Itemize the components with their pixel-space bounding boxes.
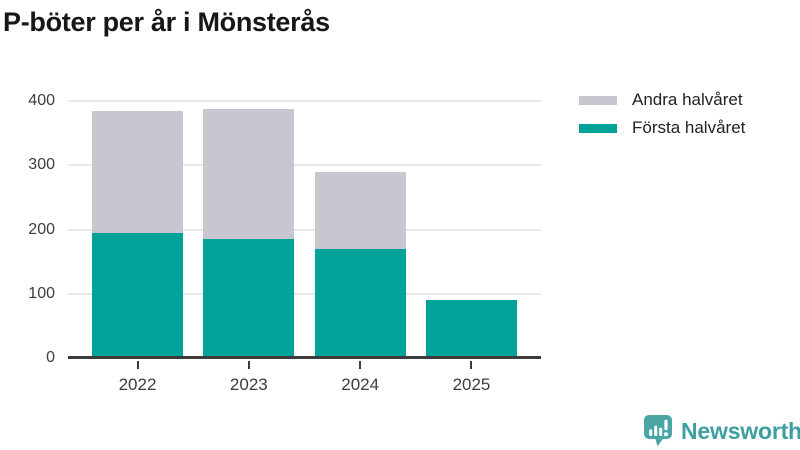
legend-label: Första halvåret	[632, 118, 746, 137]
bar-segment-första-halvåret-2024	[314, 248, 406, 358]
legend-label: Andra halvåret	[632, 90, 743, 109]
legend-item-andra-halvåret: Andra halvåret	[579, 86, 745, 114]
bar-segment-första-halvåret-2023	[203, 239, 295, 358]
y-tick-label-100: 100	[28, 284, 55, 302]
y-tick-label-0: 0	[46, 349, 55, 366]
bar-segment-andra-halvåret-2022	[92, 110, 183, 233]
x-tick-label-2022: 2022	[118, 375, 157, 394]
x-tick-label-2024: 2024	[341, 375, 380, 394]
y-tick-label-400: 400	[28, 92, 55, 109]
bar-columns: 2022 2023 2024 2025	[68, 101, 541, 394]
bar-group-2023: 2023	[203, 101, 295, 394]
bar-segment-första-halvåret-2022	[92, 232, 183, 358]
gridline-200	[68, 228, 541, 231]
newsworthy-wordmark: Newsworthy	[681, 417, 800, 444]
x-tick-2023	[247, 361, 250, 369]
y-tick-label-300: 300	[28, 156, 55, 174]
legend-swatch	[579, 95, 617, 105]
chart-title: P-böter per år i Mönsterås	[3, 7, 330, 37]
gridline-400	[68, 100, 541, 102]
bar-group-2024: 2024	[314, 101, 406, 394]
legend: Andra halvåret Första halvåret	[579, 86, 745, 142]
bar-segment-första-halvåret-2025	[425, 300, 517, 358]
gridline-300	[68, 164, 541, 167]
y-tick-label-200: 200	[28, 220, 55, 238]
newsworthy-speech-bubble-bar-chart-icon	[644, 415, 672, 447]
bar-segment-andra-halvåret-2023	[203, 109, 295, 240]
bar-group-2025: 2025	[425, 101, 517, 394]
x-axis-line	[68, 356, 541, 359]
legend-item-första-halvåret: Första halvåret	[579, 114, 745, 142]
gridline-100	[68, 292, 541, 295]
legend-swatch	[579, 123, 617, 133]
plot-area: 2022 2023 2024 2025	[68, 100, 541, 394]
newsworthy-logo: Newsworthy	[643, 414, 800, 448]
x-tick-2022	[136, 361, 139, 369]
x-tick-2024	[359, 361, 362, 369]
bar-group-2022: 2022	[92, 101, 183, 394]
x-tick-2025	[470, 361, 473, 369]
x-tick-label-2023: 2023	[229, 375, 268, 394]
x-tick-label-2025: 2025	[452, 375, 491, 394]
bar-segment-andra-halvåret-2024	[314, 171, 406, 249]
